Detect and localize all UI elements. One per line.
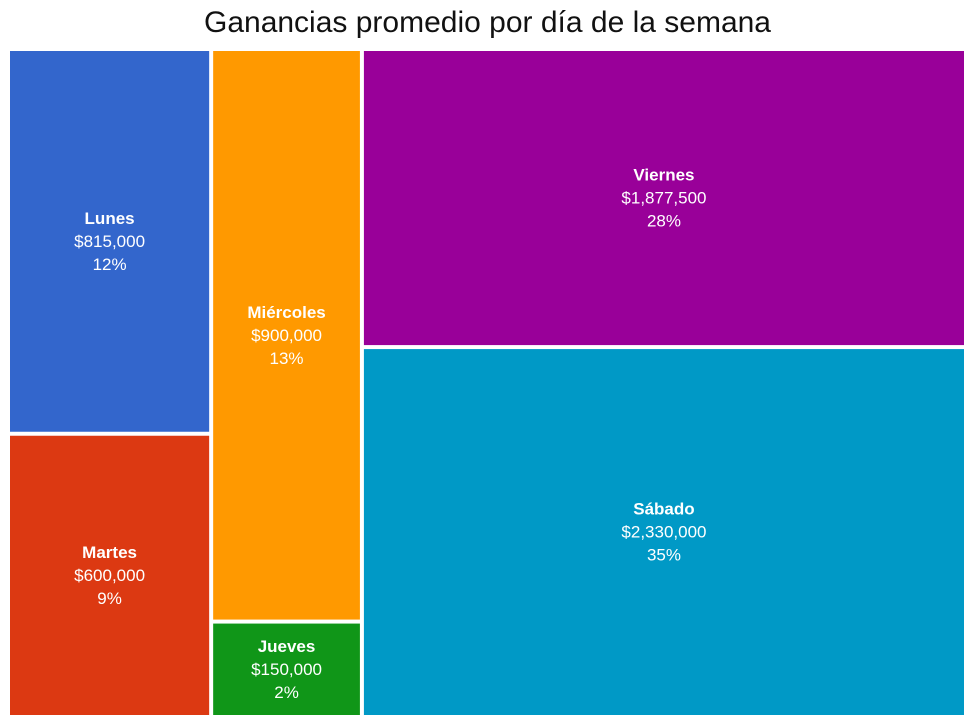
tile-value-miercoles: $900,000 <box>251 326 322 345</box>
tile-rect-miercoles[interactable] <box>213 51 360 620</box>
tile-percent-lunes: 12% <box>93 255 127 274</box>
tile-label-lunes: Lunes <box>85 209 135 228</box>
tile-value-sabado: $2,330,000 <box>621 523 706 542</box>
tile-rect-sabado[interactable] <box>363 349 964 715</box>
tile-value-martes: $600,000 <box>74 566 145 585</box>
tile-miercoles[interactable]: Miércoles $900,000 13% <box>213 51 360 620</box>
tile-lunes[interactable]: Lunes $815,000 12% <box>10 51 210 432</box>
tile-value-lunes: $815,000 <box>74 232 145 251</box>
tile-percent-sabado: 35% <box>647 546 681 565</box>
tile-rect-lunes[interactable] <box>10 51 210 432</box>
tile-percent-martes: 9% <box>97 589 122 608</box>
tile-rect-martes[interactable] <box>10 435 210 715</box>
tile-rect-jueves[interactable] <box>213 623 360 715</box>
tile-percent-miercoles: 13% <box>270 349 304 368</box>
tile-viernes[interactable]: Viernes $1,877,500 28% <box>363 51 964 346</box>
tile-jueves[interactable]: Jueves $150,000 2% <box>213 623 360 715</box>
tile-sabado[interactable]: Sábado $2,330,000 35% <box>363 349 964 715</box>
tile-label-sabado: Sábado <box>633 500 694 519</box>
tile-percent-jueves: 2% <box>274 683 299 702</box>
tile-value-viernes: $1,877,500 <box>621 189 706 208</box>
tile-rect-viernes[interactable] <box>363 51 964 346</box>
chart-title: Ganancias promedio por día de la semana <box>203 6 771 39</box>
tile-percent-viernes: 28% <box>647 212 681 231</box>
tile-label-miercoles: Miércoles <box>247 303 325 322</box>
tile-label-jueves: Jueves <box>258 637 316 656</box>
tile-value-jueves: $150,000 <box>251 660 322 679</box>
tile-martes[interactable]: Martes $600,000 9% <box>10 435 210 715</box>
tile-label-martes: Martes <box>82 543 137 562</box>
tile-label-viernes: Viernes <box>633 166 694 185</box>
